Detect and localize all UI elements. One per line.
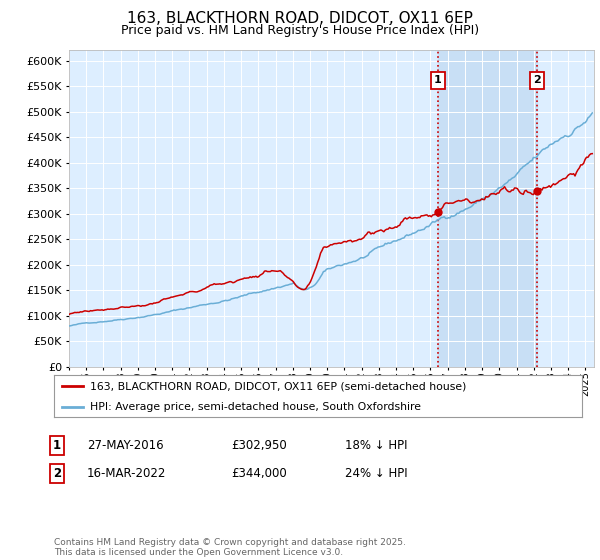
Text: 16-MAR-2022: 16-MAR-2022	[87, 466, 166, 480]
Text: 18% ↓ HPI: 18% ↓ HPI	[345, 438, 407, 452]
Text: 163, BLACKTHORN ROAD, DIDCOT, OX11 6EP (semi-detached house): 163, BLACKTHORN ROAD, DIDCOT, OX11 6EP (…	[90, 381, 466, 391]
Text: 2: 2	[533, 76, 541, 86]
Text: 27-MAY-2016: 27-MAY-2016	[87, 438, 164, 452]
Text: 1: 1	[53, 438, 61, 452]
Bar	[437, 50, 538, 367]
Text: HPI: Average price, semi-detached house, South Oxfordshire: HPI: Average price, semi-detached house,…	[90, 402, 421, 412]
Text: 163, BLACKTHORN ROAD, DIDCOT, OX11 6EP: 163, BLACKTHORN ROAD, DIDCOT, OX11 6EP	[127, 11, 473, 26]
Text: 2: 2	[53, 466, 61, 480]
Text: 1: 1	[434, 76, 442, 86]
Text: 24% ↓ HPI: 24% ↓ HPI	[345, 466, 407, 480]
Text: £302,950: £302,950	[231, 438, 287, 452]
Text: £344,000: £344,000	[231, 466, 287, 480]
Text: Contains HM Land Registry data © Crown copyright and database right 2025.
This d: Contains HM Land Registry data © Crown c…	[54, 538, 406, 557]
Text: Price paid vs. HM Land Registry's House Price Index (HPI): Price paid vs. HM Land Registry's House …	[121, 24, 479, 36]
